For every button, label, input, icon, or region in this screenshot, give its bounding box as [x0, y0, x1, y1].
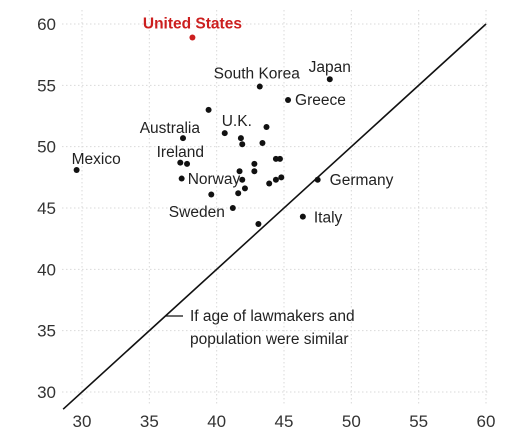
x-tick-label: 35 [140, 412, 159, 431]
data-point [263, 124, 270, 131]
reference-line-label: population were similar [190, 331, 349, 348]
reference-line [62, 23, 487, 410]
y-tick-label: 30 [37, 383, 56, 402]
data-point [255, 220, 262, 227]
data-point [314, 176, 321, 183]
data-point [229, 205, 236, 211]
y-tick-label: 35 [37, 322, 56, 341]
point-label: Greece [295, 92, 346, 109]
point-label: Australia [140, 120, 201, 137]
data-point [299, 213, 306, 220]
data-point [259, 139, 266, 146]
y-tick-label: 45 [37, 199, 56, 218]
data-point [266, 180, 273, 187]
x-tick-label: 50 [342, 412, 361, 431]
x-tick-label: 30 [73, 412, 92, 431]
data-point [237, 135, 244, 142]
reference-line-label: If age of lawmakers and [190, 308, 355, 325]
data-point [239, 141, 246, 148]
data-point [180, 135, 186, 142]
data-point [208, 191, 215, 198]
y-tick-label: 55 [37, 76, 56, 95]
data-point [184, 160, 191, 167]
data-point [205, 106, 212, 113]
y-tick-label: 60 [37, 15, 56, 34]
data-point [189, 34, 196, 41]
point-label: Italy [314, 210, 343, 227]
reference-line-group: If age of lawmakers and population were s… [62, 23, 487, 410]
data-point [221, 130, 228, 137]
y-tick-label: 40 [37, 260, 56, 279]
point-label: South Korea [214, 66, 301, 83]
data-point [251, 160, 258, 167]
x-tick-label: 45 [275, 412, 294, 431]
data-point [177, 159, 184, 166]
point-label: Sweden [169, 204, 225, 221]
data-point [236, 168, 243, 175]
point-label: Norway [188, 171, 241, 188]
x-tick-label: 60 [477, 412, 496, 431]
point-label: Mexico [72, 151, 121, 168]
data-point [239, 176, 246, 183]
point-label: U.K. [222, 113, 252, 130]
data-point [272, 176, 279, 183]
data-point [178, 175, 185, 182]
x-tick-label: 55 [409, 412, 428, 431]
data-point [326, 76, 333, 83]
data-point [235, 190, 242, 197]
y-tick-label: 50 [37, 138, 56, 157]
point-label: Germany [330, 172, 394, 189]
x-tick-label: 40 [207, 412, 226, 431]
point-labels: United States Japan South Korea Greece U.K. A… [72, 15, 394, 226]
data-point [73, 166, 80, 173]
data-point [276, 155, 283, 162]
data-points [73, 34, 333, 227]
point-label: United States [143, 15, 242, 32]
data-point [251, 168, 258, 175]
data-point [256, 83, 263, 90]
data-point [241, 185, 248, 192]
tick-labels: 30 35 40 45 50 55 60 30 35 40 45 50 55 60 [37, 15, 495, 431]
data-point [278, 174, 285, 181]
data-point [285, 97, 292, 104]
point-label: Ireland [157, 144, 204, 161]
point-label: Japan [309, 59, 351, 76]
